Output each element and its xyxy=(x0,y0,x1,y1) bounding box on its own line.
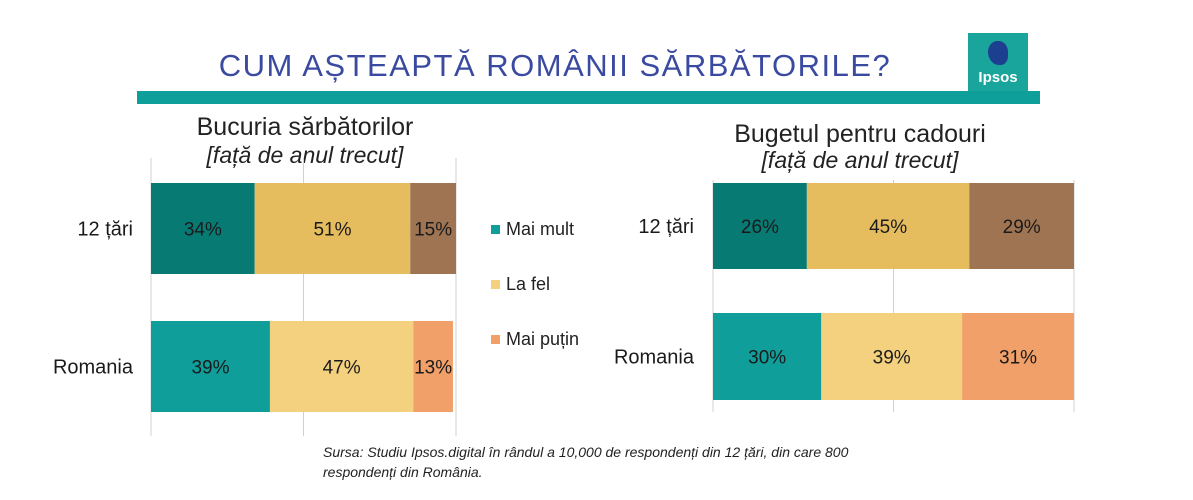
chart1-data-label: 34% xyxy=(184,220,222,241)
chart2-data-label: 26% xyxy=(741,217,779,238)
chart1-category-label: 12 țări xyxy=(77,219,133,241)
chart2-category-label: 12 țări xyxy=(638,216,694,238)
source-note: Sursa: Studiu Ipsos.digital în rândul a … xyxy=(323,444,849,480)
chart1-bar-segment xyxy=(413,321,453,412)
legend-swatch-mai-putin xyxy=(491,335,500,344)
title-underline-bar xyxy=(137,91,1040,104)
chart1-bar-segment xyxy=(254,183,411,274)
legend-item-mai-mult: Mai mult xyxy=(491,219,574,240)
chart1-plot: 12 țări 34% 51% 15% Romania 39% 47% 13% xyxy=(53,158,457,436)
page-title: CUM AȘTEAPTĂ ROMÂNII SĂRBĂTORILE? xyxy=(218,48,892,83)
chart1-data-label: 13% xyxy=(414,358,452,379)
legend-label-mai-putin: Mai puțin xyxy=(506,329,580,349)
chart1-subtitle: [față de anul trecut] xyxy=(206,142,404,168)
chart1-data-label: 39% xyxy=(191,358,229,379)
legend-label-mai-mult: Mai mult xyxy=(506,219,575,239)
chart2-bar-segment xyxy=(821,313,963,400)
chart2-bar-segment xyxy=(806,183,970,269)
legend-item-mai-putin: Mai puțin xyxy=(491,329,579,350)
logo-figure-icon xyxy=(988,41,1008,65)
chart1-data-label: 15% xyxy=(414,220,452,241)
chart1-bar-segment xyxy=(269,321,414,412)
chart1-title: Bucuria sărbătorilor xyxy=(196,113,414,141)
chart2-data-label: 45% xyxy=(869,217,907,238)
legend-swatch-mai-mult xyxy=(491,225,500,234)
legend-swatch-la-fel xyxy=(491,280,500,289)
ipsos-logo: Ipsos xyxy=(968,33,1028,91)
legend-label-la-fel: La fel xyxy=(506,274,551,294)
chart2-data-label: 30% xyxy=(748,348,786,369)
chart2-data-label: 39% xyxy=(873,348,911,369)
chart1-data-label: 47% xyxy=(323,358,361,379)
chart2-subtitle: [față de anul trecut] xyxy=(761,147,959,173)
chart2-plot: 12 țări 26% 45% 29% Romania 30% 39% 31% xyxy=(614,180,1075,412)
chart2-data-label: 31% xyxy=(999,348,1037,369)
legend-item-la-fel: La fel xyxy=(491,274,550,295)
chart2-category-label: Romania xyxy=(614,347,695,369)
chart2-bar-segment xyxy=(713,183,807,269)
chart2-title: Bugetul pentru cadouri xyxy=(734,120,986,148)
chart2-bar-segment xyxy=(962,313,1074,400)
logo-text: Ipsos xyxy=(978,69,1018,86)
chart2-bar-segment xyxy=(713,313,822,400)
chart2-bar-segment xyxy=(969,183,1074,269)
chart1-bar-segment xyxy=(410,183,456,274)
chart1-bar-segment xyxy=(151,321,270,412)
chart2-data-label: 29% xyxy=(1003,217,1041,238)
chart1-category-label: Romania xyxy=(53,357,134,379)
chart1-data-label: 51% xyxy=(313,220,351,241)
chart1-bar-segment xyxy=(151,183,255,274)
